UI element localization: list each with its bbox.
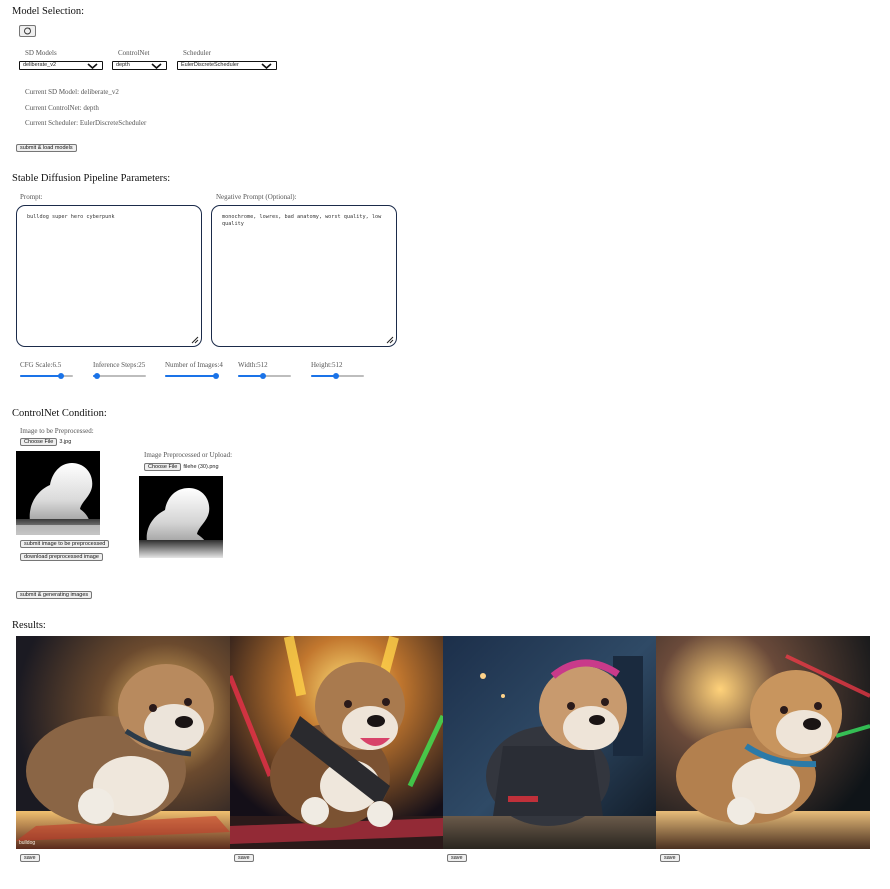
scheduler-select[interactable]: EulerDiscreteScheduler [177,61,277,70]
save-button-4[interactable]: save [660,854,680,862]
file-name: 3.jpg [59,439,72,445]
width-slider[interactable] [238,373,291,379]
resize-grip-icon[interactable] [190,335,199,344]
prompt-label: Prompt: [20,193,43,201]
cfg-scale-label: CFG Scale:6.5 [20,361,62,369]
negative-prompt-label: Negative Prompt (Optional): [216,193,297,201]
download-preprocessed-button[interactable]: download preprocessed image [20,553,103,561]
choose-file-button[interactable]: Choose File [144,463,182,471]
controlnet-label: ControlNet [118,49,150,57]
controlnet-condition-title: ControlNet Condition: [12,408,107,419]
save-button-2[interactable]: save [234,854,254,862]
negative-prompt-textarea[interactable]: monochrome, lowres, bad anatomy, worst q… [211,205,397,347]
slider-thumb[interactable] [94,373,101,379]
submit-load-models-button[interactable]: submit & load models [16,144,77,152]
save-button-1[interactable]: save [20,854,40,862]
sd-models-label: SD Models [25,49,57,57]
file-input-preprocess[interactable]: Choose File 3.jpg [20,438,71,446]
result-image-2[interactable] [230,636,443,849]
slider-thumb[interactable] [260,373,267,379]
prompt-textarea[interactable]: bulldog super hero cyberpunk [16,205,202,347]
result-image-4[interactable] [656,636,870,849]
result-image-3[interactable] [443,636,656,849]
number-of-images-slider[interactable] [165,373,219,379]
chevron-down-icon [261,63,272,69]
choose-file-button[interactable]: Choose File [20,438,58,446]
preprocessed-depth-image [139,476,223,558]
slider-thumb[interactable] [212,373,219,379]
sd-models-select-value: deliberate_v2 [23,62,57,68]
image-preprocessed-label: Image Preprocessed or Upload: [144,451,233,459]
image-to-preprocess-label: Image to be Preprocessed: [20,427,94,435]
current-scheduler: Current Scheduler: EulerDiscreteSchedule… [25,119,147,127]
height-label: Height:512 [311,361,343,369]
chevron-down-icon [151,63,162,69]
file-input-preprocessed[interactable]: Choose File filehe (30).png [144,463,219,471]
scheduler-label: Scheduler [183,49,211,57]
refresh-button[interactable] [19,25,36,37]
submit-generate-button[interactable]: submit & generating images [16,591,93,599]
current-controlnet: Current ControlNet: depth [25,104,99,112]
current-sd-model: Current SD Model: deliberate_v2 [25,88,119,96]
inference-steps-slider[interactable] [93,373,146,379]
scheduler-select-value: EulerDiscreteScheduler [181,62,239,68]
slider-thumb[interactable] [333,373,340,379]
pipeline-title: Stable Diffusion Pipeline Parameters: [12,173,171,184]
refresh-icon [24,27,31,35]
inference-steps-label: Inference Steps:25 [93,361,146,369]
negative-prompt-textarea-value: monochrome, lowres, bad anatomy, worst q… [222,214,382,227]
preprocess-source-image [16,451,100,535]
slider-thumb[interactable] [57,373,64,379]
result-image-1[interactable]: bulldog [16,636,230,849]
number-of-images-label: Number of Images:4 [165,361,223,369]
save-button-3[interactable]: save [447,854,467,862]
image-corner-text: bulldog [19,840,36,846]
model-selection-title: Model Selection: [12,6,85,17]
cfg-scale-slider[interactable] [20,373,73,379]
results-title: Results: [12,620,46,631]
height-slider[interactable] [311,373,364,379]
controlnet-select-value: depth [116,62,130,68]
submit-preprocess-button[interactable]: submit image to be preprocessed [20,540,110,548]
resize-grip-icon[interactable] [385,335,394,344]
controlnet-select[interactable]: depth [112,61,167,70]
sd-models-select[interactable]: deliberate_v2 [19,61,103,70]
chevron-down-icon [87,63,98,69]
prompt-textarea-value: bulldog super hero cyberpunk [27,214,115,220]
width-label: Width:512 [238,361,268,369]
file-name: filehe (30).png [183,464,219,470]
